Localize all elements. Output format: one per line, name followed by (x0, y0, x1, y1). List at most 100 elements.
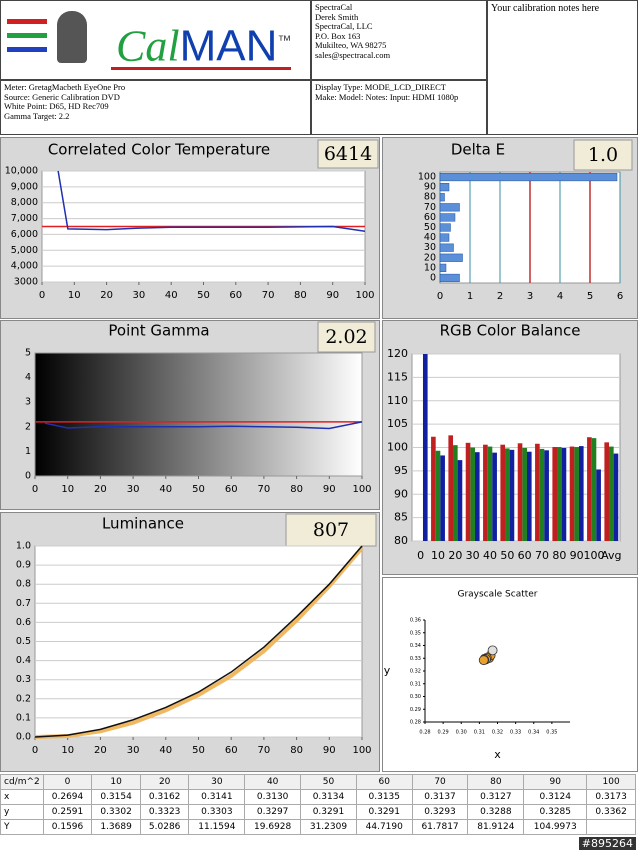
cell: 44.7190 (355, 819, 413, 835)
y-tick-label: 85 (394, 511, 408, 524)
bar (431, 436, 436, 541)
cell: 81.9124 (467, 819, 525, 835)
x-tick-label: 0.29 (438, 730, 449, 736)
x-tick-label: 90 (326, 290, 339, 301)
y-tick-label: 0.8 (16, 579, 31, 590)
x-tick-label: 90 (570, 549, 584, 562)
bar (609, 446, 614, 541)
y-tick-label: 0.7 (16, 598, 31, 609)
x-tick-label: 0 (32, 484, 38, 495)
cell: Y (0, 819, 44, 835)
y-tick-label: 0.35 (410, 630, 421, 636)
y-tick-label: 0.34 (410, 643, 421, 649)
y-tick-label: 60 (424, 212, 436, 223)
display-box: Display Type: MODE_LCD_DIRECT Make: Model… (311, 80, 487, 135)
x-tick-label: 80 (552, 549, 566, 562)
y-tick-label: 50 (424, 222, 436, 233)
y-tick-label: 5 (25, 348, 31, 359)
bar (535, 443, 540, 541)
readout-box (573, 139, 633, 171)
x-tick-label: 40 (159, 484, 172, 495)
x-tick-label: 20 (94, 745, 107, 756)
bar (539, 448, 545, 541)
readout: 6414 (324, 143, 372, 165)
cell (586, 819, 636, 835)
x-tick-label: 40 (165, 290, 178, 301)
y-tick-label: 0.30 (410, 694, 421, 700)
bar (505, 448, 510, 541)
y-tick-label: 0.28 (410, 720, 421, 726)
chart-title: Point Gamma (108, 322, 209, 340)
info-line: White Point: D65, HD Rec709 (4, 101, 109, 111)
watermark: #895264 (578, 837, 636, 850)
bar (522, 447, 527, 541)
header-cell: 70 (411, 774, 469, 790)
y-tick-label: 95 (394, 464, 408, 477)
bar (526, 451, 532, 541)
y-tick-label: 4 (25, 372, 31, 383)
x-tick-label: 60 (229, 290, 242, 301)
bar (457, 460, 463, 541)
y-tick-label: 105 (387, 417, 408, 430)
cell: 0.3154 (91, 789, 141, 805)
y-tick-label: 90 (394, 487, 408, 500)
cell: x (0, 789, 44, 805)
point (478, 655, 489, 666)
bar (435, 450, 441, 541)
runner-icon (57, 11, 87, 63)
x-tick-label: 3 (527, 291, 533, 302)
cell: 0.2694 (42, 789, 93, 805)
y-tick-label: 9,000 (11, 181, 38, 192)
x-tick-label: 60 (225, 484, 238, 495)
cell: 11.1594 (188, 819, 246, 835)
y-tick-label: 40 (424, 232, 436, 243)
notes-box: Your calibration notes here (487, 0, 638, 135)
readout: 1.0 (588, 144, 618, 166)
x-tick-label: 100 (352, 745, 371, 756)
stripe (7, 19, 47, 24)
y-tick-label: 110 (387, 394, 408, 407)
cell: 19.6928 (244, 819, 302, 835)
readout: 2.02 (325, 326, 367, 348)
bar (448, 435, 454, 541)
y-tick-label: 20 (424, 252, 436, 263)
info-line: Source: Generic Calibration DVD (4, 91, 120, 102)
bar (591, 438, 597, 541)
cell: 0.3141 (188, 789, 246, 805)
bar (439, 203, 460, 212)
y-tick-label: 4,000 (11, 261, 38, 272)
cell: 0.3134 (300, 789, 357, 805)
charts: Correlated Color Temperature 641430004,00… (0, 137, 638, 772)
cell: 0.3130 (244, 789, 302, 805)
bar (596, 469, 601, 541)
bar (439, 183, 450, 192)
x-tick-label: 70 (535, 549, 549, 562)
x-tick-label: 0.28 (419, 730, 430, 736)
cell: 0.3297 (244, 804, 302, 820)
bar (439, 172, 618, 182)
cell: 0.3285 (523, 804, 588, 820)
cell: 0.3291 (355, 804, 413, 820)
y-tick-label: 7,000 (11, 213, 38, 224)
y-tick-label: 100 (387, 441, 408, 454)
notes: Your calibration notes here (491, 3, 600, 14)
bar (439, 243, 454, 252)
y-tick-label: 0.9 (16, 560, 31, 571)
cell: 0.3162 (139, 789, 190, 805)
x-tick-label: 100 (352, 484, 371, 495)
x-tick-label: 4 (557, 291, 563, 302)
x-tick-label: 50 (192, 484, 205, 495)
header-cell: 50 (300, 774, 357, 790)
x-tick-label: 0.30 (456, 730, 467, 736)
info-line: SpectraCal, LLC (315, 21, 373, 31)
bar (474, 452, 480, 541)
bar (470, 447, 475, 541)
readout: 807 (313, 519, 349, 541)
info-line: Make: Model: Notes: Input: HDMI 1080p (315, 91, 459, 102)
cell: 104.9973 (523, 819, 588, 835)
readout-box (317, 139, 379, 169)
cell: 0.1596 (42, 819, 93, 835)
x-tick-label: 30 (127, 484, 140, 495)
x-tick-label: 60 (518, 549, 532, 562)
table-row: y 0.2591 0.3302 0.3323 0.3303 0.3297 0.3291 0.3… (0, 804, 636, 820)
